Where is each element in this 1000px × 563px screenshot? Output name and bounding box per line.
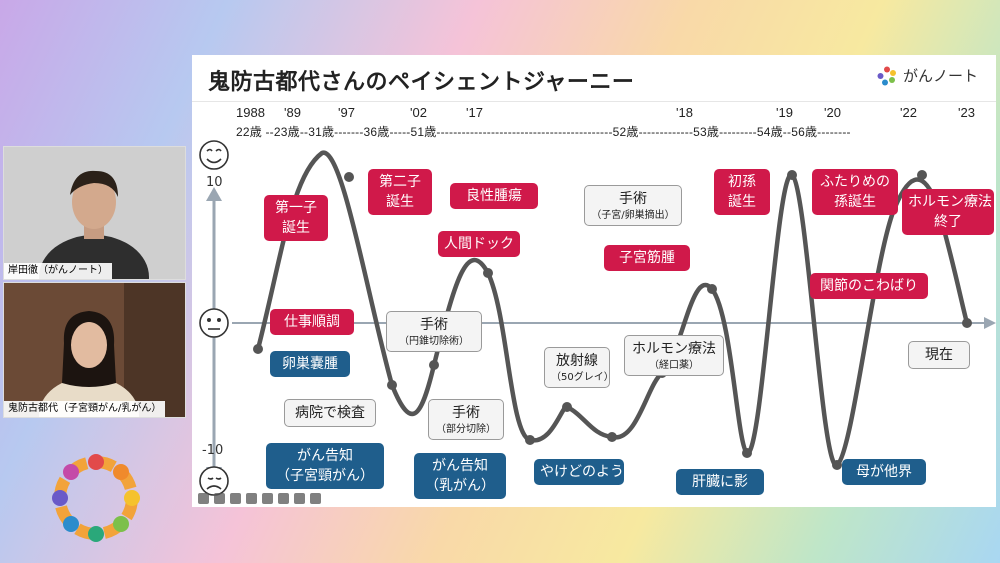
curve-point [344, 172, 354, 182]
event-sublabel: （部分切除） [436, 424, 496, 435]
curve-point [525, 435, 535, 445]
event-sublabel: （子宮/卵巣摘出） [591, 210, 675, 221]
event-cervical-cancer-diagnosis: がん告知 （子宮頸がん） [266, 443, 384, 489]
event-first-grandchild: 初孫 誕生 [714, 169, 770, 215]
previous-slide-icon[interactable] [198, 493, 209, 504]
curve-point [707, 284, 717, 294]
event-hormone-therapy-end: ホルモン療法 終了 [902, 189, 994, 235]
slide-toolbar [198, 493, 321, 504]
event-label: 手術 [420, 317, 448, 333]
year-label: '17 [466, 105, 483, 120]
participant-tile-host[interactable]: 岸田徹（がんノート） [4, 147, 185, 279]
event-work-going-well: 仕事順調 [270, 309, 354, 335]
event-label: 放射線 [556, 353, 598, 369]
timeline-years: 1988 '89 '97 '02 '17 '18 '19 '20 '22 '23… [192, 103, 996, 143]
guest-name: 鬼防古都代（子宮頸がん/乳がん） [4, 401, 166, 417]
event-liver-shadow: 肝臓に影 [676, 469, 764, 495]
event-first-child: 第一子 誕生 [264, 195, 328, 241]
more-options-icon[interactable] [294, 493, 305, 504]
age-line: 22歳 --23歳--31歳-------36歳-----51歳--------… [236, 125, 851, 139]
curve-point [387, 380, 397, 390]
captions-icon[interactable] [246, 493, 257, 504]
event-sublabel: （円錐切除術） [399, 336, 469, 347]
year-label: '23 [958, 105, 975, 120]
event-ovarian-cyst: 卵巣嚢腫 [270, 351, 350, 377]
curve-point [483, 268, 493, 278]
cancer-note-logo-icon [52, 454, 140, 542]
vertical-axis-top-arrow [206, 187, 222, 201]
zoom-icon[interactable] [278, 493, 289, 504]
baseline-arrow [984, 317, 996, 329]
year-label: '02 [410, 105, 427, 120]
year-label: '19 [776, 105, 793, 120]
event-mother-passed: 母が他界 [842, 459, 926, 485]
year-label: '20 [824, 105, 841, 120]
host-name: 岸田徹（がんノート） [4, 263, 112, 279]
curve-point [429, 360, 439, 370]
event-radiation: 放射線 （50グレイ） [544, 347, 614, 388]
event-sublabel: （50グレイ） [551, 372, 614, 383]
event-benign-tumor: 良性腫瘍 [450, 183, 538, 209]
event-hospital-exam: 病院で検査 [284, 399, 376, 427]
camera-icon[interactable] [262, 493, 273, 504]
curve-point [832, 460, 842, 470]
event-label: 手術 [452, 405, 480, 421]
year-label: '97 [338, 105, 355, 120]
shared-slide: 鬼防古都代さんのペイシェントジャーニー がんノート 1988 '89 '97 '… [192, 55, 996, 507]
event-breast-cancer-diagnosis: がん告知 （乳がん） [414, 453, 506, 499]
slide-header: 鬼防古都代さんのペイシェントジャーニー がんノート [192, 55, 996, 102]
event-present: 現在 [908, 341, 970, 369]
sad-face-icon [199, 466, 229, 496]
host-video [4, 147, 185, 279]
neutral-face-icon [199, 308, 229, 338]
brand-label: がんノート [902, 67, 978, 85]
pen-icon[interactable] [230, 493, 241, 504]
event-second-grandchild: ふたりめの 孫誕生 [812, 169, 898, 215]
curve-point [917, 170, 927, 180]
guest-video [4, 283, 185, 417]
event-hormone-therapy: ホルモン療法 （経口薬） [624, 335, 724, 376]
flower-logo-icon [877, 66, 896, 85]
curve-point [607, 432, 617, 442]
curve-point [962, 318, 972, 328]
event-like-a-burn: やけどのよう [534, 459, 624, 485]
year-label: '18 [676, 105, 693, 120]
event-surgery-partial: 手術 （部分切除） [428, 399, 504, 440]
year-label: '22 [900, 105, 917, 120]
curve-point [742, 448, 752, 458]
event-surgery-conization: 手術 （円錐切除術） [386, 311, 482, 352]
event-uterine-fibroid: 子宮筋腫 [604, 245, 690, 271]
curve-point [562, 402, 572, 412]
next-slide-icon[interactable] [310, 493, 321, 504]
year-label: 1988 [236, 105, 265, 120]
slide-title: 鬼防古都代さんのペイシェントジャーニー [208, 70, 635, 95]
event-label: ホルモン療法 [632, 341, 716, 357]
axis-bottom-label: -10 [202, 443, 224, 458]
curve-point [787, 170, 797, 180]
year-label: '89 [284, 105, 301, 120]
event-sublabel: （経口薬） [649, 360, 699, 371]
axis-top-label: 10 [206, 175, 223, 190]
event-second-child: 第二子 誕生 [368, 169, 432, 215]
curve-point [253, 344, 263, 354]
event-joint-stiffness: 関節のこわばり [810, 273, 928, 299]
event-label: 手術 [619, 191, 647, 207]
event-surgery-hysterectomy: 手術 （子宮/卵巣摘出） [584, 185, 682, 226]
happy-face-icon [199, 140, 229, 170]
event-health-checkup: 人間ドック [438, 231, 520, 257]
pointer-icon[interactable] [214, 493, 225, 504]
brand-logo: がんノート [877, 65, 978, 86]
participant-tile-guest[interactable]: 鬼防古都代（子宮頸がん/乳がん） [4, 283, 185, 417]
